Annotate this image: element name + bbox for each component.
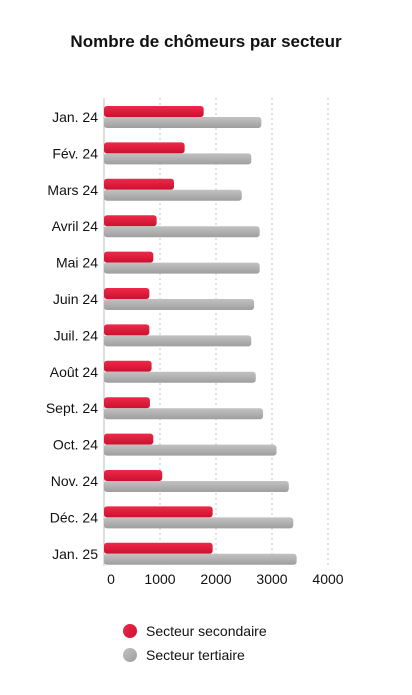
bar-tertiaire xyxy=(104,189,242,201)
legend-swatch-tertiaire xyxy=(123,648,137,662)
x-tick-label: 2000 xyxy=(200,571,231,587)
category-label: Jan. 24 xyxy=(52,109,98,125)
bar-chart: Jan. 24 Fév. 24 Mars 24 Avril 24 Mai 24 Juin … xyxy=(46,98,344,587)
bar-secondaire xyxy=(104,397,150,409)
bar-tertiaire xyxy=(104,444,277,456)
category-label: Nov. 24 xyxy=(51,473,98,489)
bars xyxy=(104,106,297,565)
legend-item-secondaire: Secteur secondaire xyxy=(123,620,267,642)
bar-secondaire xyxy=(104,542,213,554)
bar-tertiaire xyxy=(104,371,256,383)
bar-secondaire xyxy=(104,142,185,154)
category-label: Juin 24 xyxy=(53,291,98,307)
bar-tertiaire xyxy=(104,335,252,347)
legend-label-secondaire: Secteur secondaire xyxy=(146,623,267,639)
category-label: Jan. 25 xyxy=(52,546,98,562)
x-tick-label: 4000 xyxy=(312,571,343,587)
category-label: Mai 24 xyxy=(56,255,98,271)
bar-tertiaire xyxy=(104,262,260,274)
bar-tertiaire xyxy=(104,481,289,492)
bar-tertiaire xyxy=(104,226,260,238)
bar-secondaire xyxy=(104,251,154,263)
category-label: Oct. 24 xyxy=(53,437,98,453)
category-label: Avril 24 xyxy=(52,218,99,234)
legend-item-tertiaire: Secteur tertiaire xyxy=(123,644,267,666)
bar-tertiaire xyxy=(104,117,262,128)
legend-label-tertiaire: Secteur tertiaire xyxy=(146,647,245,663)
bar-secondaire xyxy=(104,178,174,190)
category-labels: Jan. 24 Fév. 24 Mars 24 Avril 24 Mai 24 Juin … xyxy=(46,109,98,562)
bar-secondaire xyxy=(104,433,154,445)
category-label: Déc. 24 xyxy=(50,509,98,525)
category-label: Sept. 24 xyxy=(46,400,98,416)
bar-tertiaire xyxy=(104,153,252,165)
category-label: Fév. 24 xyxy=(52,145,98,161)
bar-secondaire xyxy=(104,288,150,299)
x-tick-label: 1000 xyxy=(144,571,175,587)
bar-tertiaire xyxy=(104,553,297,565)
bar-secondaire xyxy=(104,106,204,117)
x-tick-label: 3000 xyxy=(256,571,287,587)
x-axis-ticks: 0 1000 2000 3000 4000 xyxy=(107,571,344,587)
legend: Secteur secondaire Secteur tertiaire xyxy=(123,620,267,668)
bar-tertiaire xyxy=(104,517,294,529)
category-label: Août 24 xyxy=(50,364,98,380)
bar-secondaire xyxy=(104,360,152,372)
x-tick-label: 0 xyxy=(107,571,115,587)
chart-title: Nombre de chômeurs par secteur xyxy=(70,32,342,51)
bar-tertiaire xyxy=(104,408,264,420)
category-label: Juil. 24 xyxy=(54,327,99,343)
bar-secondaire xyxy=(104,215,157,227)
bar-secondaire xyxy=(104,506,213,518)
category-label: Mars 24 xyxy=(47,182,98,198)
bar-secondaire xyxy=(104,470,163,481)
bar-secondaire xyxy=(104,324,150,336)
legend-swatch-secondaire xyxy=(123,624,137,638)
bar-tertiaire xyxy=(104,299,255,310)
